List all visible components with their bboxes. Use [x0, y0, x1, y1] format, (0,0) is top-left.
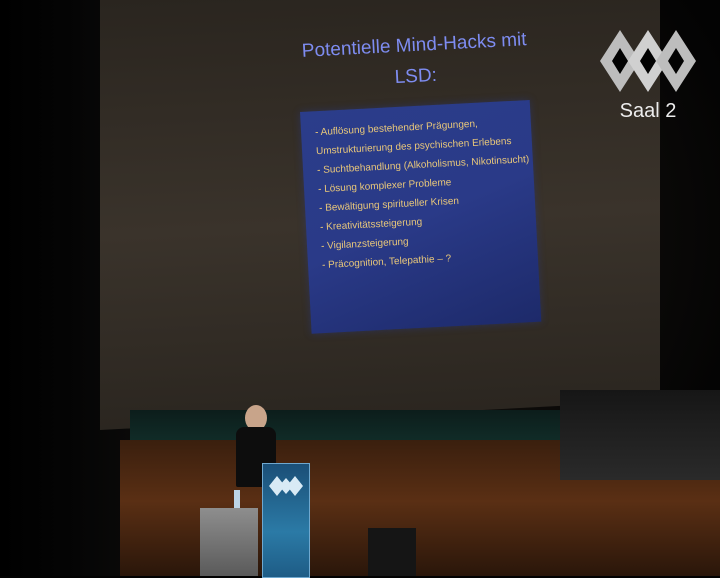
- speaker-head: [245, 405, 267, 431]
- lectern-logo-icon: [269, 476, 303, 496]
- speaker-person: [236, 405, 280, 505]
- lectern: [262, 463, 310, 578]
- water-bottle: [234, 490, 240, 508]
- slide-bullet-list: - Auflösung bestehender Prägungen, Umstr…: [300, 100, 538, 276]
- slide-title: Potentielle Mind-Hacks mit LSD:: [301, 29, 528, 89]
- congress-logo-icon: [600, 30, 696, 92]
- room-label: Saal 2: [619, 100, 677, 122]
- slide-content-box: - Auflösung bestehender Prägungen, Umstr…: [300, 99, 542, 334]
- stage-monitor-speaker: [368, 528, 416, 576]
- audience-seats: [560, 390, 720, 480]
- side-table: [200, 508, 258, 576]
